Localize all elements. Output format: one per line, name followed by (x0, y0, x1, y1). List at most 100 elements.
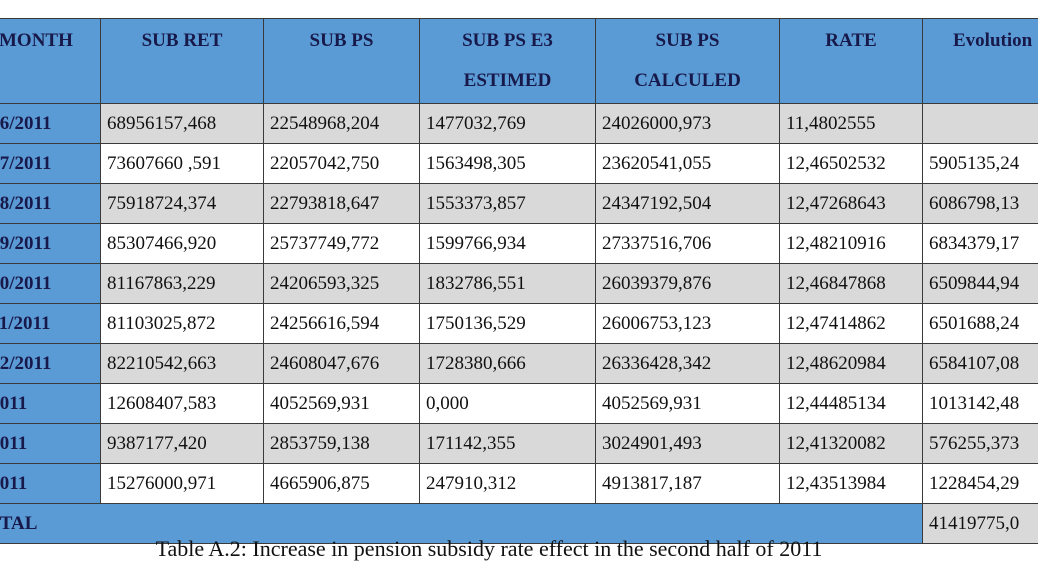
header-sub-ps: SUB PS (263, 18, 420, 104)
rate-cell: 12,46847868 (779, 263, 923, 304)
sub-ret-cell: 73607660 ,591 (100, 143, 264, 184)
evolution-cell: 6509844,94 (922, 263, 1038, 304)
evolution-cell: 6501688,24 (922, 303, 1038, 344)
rate-cell: 11,4802555 (779, 103, 923, 144)
sub-ps-e3-cell: 171142,355 (419, 423, 596, 464)
sub-ps-calc-cell: 26039379,876 (595, 263, 780, 304)
rate-cell: 12,47414862 (779, 303, 923, 344)
sub-ps-cell: 22057042,750 (263, 143, 420, 184)
table-row: /12/201182210542,66324608047,6761728380,… (0, 343, 1038, 384)
sub-ps-calc-cell: 26006753,123 (595, 303, 780, 344)
header-sub-ps-e3: SUB PS E3 ESTIMED (419, 18, 596, 104)
sub-ps-e3-cell: 1750136,529 (419, 303, 596, 344)
rate-cell: 12,44485134 (779, 383, 923, 424)
month-cell: /12/2011 (0, 343, 101, 384)
rate-cell: 12,43513984 (779, 463, 923, 504)
sub-ps-calc-cell: 4052569,931 (595, 383, 780, 424)
table-body: /06/201168956157,46822548968,2041477032,… (0, 103, 1038, 504)
evolution-cell: 576255,373 (922, 423, 1038, 464)
header-rate: RATE (779, 18, 923, 104)
sub-ps-e3-cell: 1563498,305 (419, 143, 596, 184)
table-row: /06/201168956157,46822548968,2041477032,… (0, 103, 1038, 144)
month-cell: /2011 (0, 383, 101, 424)
data-table-container: MONTH SUB RET SUB PS SUB PS E3 ESTIMED S… (0, 18, 1038, 544)
month-cell: /10/2011 (0, 263, 101, 304)
month-cell: /07/2011 (0, 143, 101, 184)
sub-ret-cell: 12608407,583 (100, 383, 264, 424)
sub-ps-e3-cell: 247910,312 (419, 463, 596, 504)
sub-ps-e3-cell: 1553373,857 (419, 183, 596, 224)
header-sub-ret: SUB RET (100, 18, 264, 104)
sub-ps-calc-cell: 3024901,493 (595, 423, 780, 464)
sub-ps-calc-cell: 26336428,342 (595, 343, 780, 384)
rate-cell: 12,47268643 (779, 183, 923, 224)
sub-ps-calc-cell: 27337516,706 (595, 223, 780, 264)
header-sub-ps-e3-label-line2: ESTIMED (463, 70, 552, 91)
table-caption-text: Table A.2: Increase in pension subsidy r… (155, 536, 823, 561)
table-header-row: MONTH SUB RET SUB PS SUB PS E3 ESTIMED S… (0, 18, 1038, 104)
table-row: /08/201175918724,37422793818,6471553373,… (0, 183, 1038, 224)
total-row: OTAL 41419775,0 (0, 503, 1038, 544)
sub-ps-e3-cell: 1477032,769 (419, 103, 596, 144)
evolution-cell: 1228454,29 (922, 463, 1038, 504)
month-cell: /2011 (0, 463, 101, 504)
table-row: /201115276000,9714665906,875247910,31249… (0, 463, 1038, 504)
evolution-cell (922, 103, 1038, 144)
evolution-cell: 6584107,08 (922, 343, 1038, 384)
table-row: /20119387177,4202853759,138171142,355302… (0, 423, 1038, 464)
month-cell: /09/2011 (0, 223, 101, 264)
sub-ps-calc-cell: 4913817,187 (595, 463, 780, 504)
sub-ret-cell: 81167863,229 (100, 263, 264, 304)
header-month-label: MONTH (0, 30, 73, 51)
sub-ps-e3-cell: 1728380,666 (419, 343, 596, 384)
header-evolution: Evolution (922, 18, 1038, 104)
header-sub-ps-calc-label-line1: SUB PS (655, 30, 720, 51)
sub-ps-cell: 24206593,325 (263, 263, 420, 304)
month-cell: /2011 (0, 423, 101, 464)
evolution-cell: 5905135,24 (922, 143, 1038, 184)
header-evolution-label: Evolution (953, 30, 1033, 51)
table-row: /10/201181167863,22924206593,3251832786,… (0, 263, 1038, 304)
sub-ps-calc-cell: 24026000,973 (595, 103, 780, 144)
sub-ps-e3-cell: 0,000 (419, 383, 596, 424)
total-value: 41419775,0 (922, 503, 1038, 544)
rate-cell: 12,48210916 (779, 223, 923, 264)
sub-ps-calc-cell: 23620541,055 (595, 143, 780, 184)
sub-ret-cell: 82210542,663 (100, 343, 264, 384)
sub-ps-e3-cell: 1832786,551 (419, 263, 596, 304)
sub-ret-cell: 68956157,468 (100, 103, 264, 144)
sub-ps-cell: 24608047,676 (263, 343, 420, 384)
sub-ps-e3-cell: 1599766,934 (419, 223, 596, 264)
sub-ps-calc-cell: 24347192,504 (595, 183, 780, 224)
total-label: OTAL (0, 503, 923, 544)
month-cell: /11/2011 (0, 303, 101, 344)
sub-ret-cell: 9387177,420 (100, 423, 264, 464)
header-sub-ps-calc: SUB PS CALCULED (595, 18, 780, 104)
table-row: /09/201185307466,92025737749,7721599766,… (0, 223, 1038, 264)
sub-ps-cell: 22793818,647 (263, 183, 420, 224)
header-rate-label: RATE (825, 30, 877, 51)
month-cell: /06/2011 (0, 103, 101, 144)
sub-ret-cell: 81103025,872 (100, 303, 264, 344)
sub-ret-cell: 15276000,971 (100, 463, 264, 504)
table-caption: Table A.2: Increase in pension subsidy r… (0, 536, 1038, 562)
sub-ps-cell: 25737749,772 (263, 223, 420, 264)
pension-subsidy-table: MONTH SUB RET SUB PS SUB PS E3 ESTIMED S… (0, 18, 1038, 544)
rate-cell: 12,46502532 (779, 143, 923, 184)
header-sub-ps-label: SUB PS (309, 30, 374, 51)
sub-ps-cell: 24256616,594 (263, 303, 420, 344)
sub-ps-cell: 4665906,875 (263, 463, 420, 504)
sub-ps-cell: 2853759,138 (263, 423, 420, 464)
header-month: MONTH (0, 18, 101, 104)
rate-cell: 12,41320082 (779, 423, 923, 464)
sub-ret-cell: 85307466,920 (100, 223, 264, 264)
month-cell: /08/2011 (0, 183, 101, 224)
table-row: /11/201181103025,87224256616,5941750136,… (0, 303, 1038, 344)
sub-ps-cell: 4052569,931 (263, 383, 420, 424)
evolution-cell: 1013142,48 (922, 383, 1038, 424)
rate-cell: 12,48620984 (779, 343, 923, 384)
header-sub-ret-label: SUB RET (141, 30, 223, 51)
table-row: /201112608407,5834052569,9310,0004052569… (0, 383, 1038, 424)
header-sub-ps-e3-label-line1: SUB PS E3 (462, 30, 553, 51)
